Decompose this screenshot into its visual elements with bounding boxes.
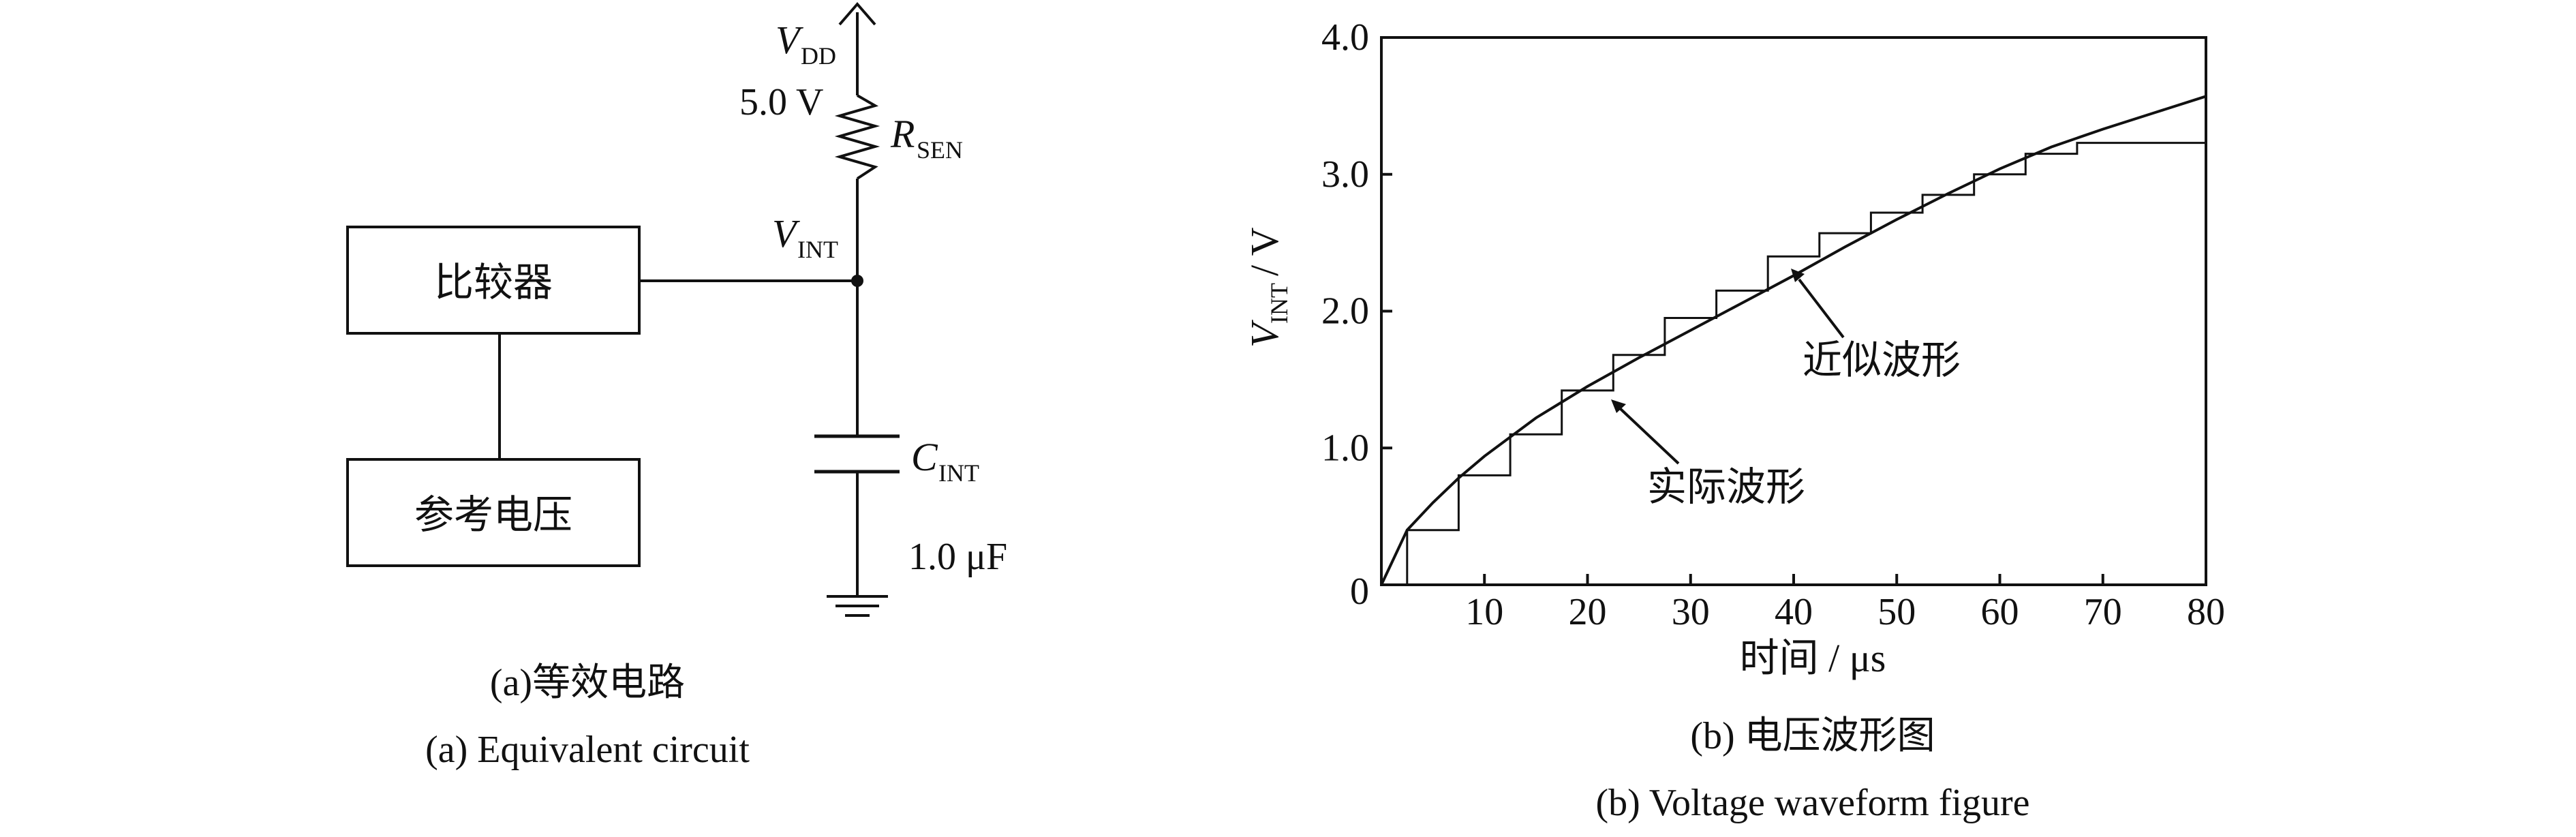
rsen-subscript: SEN: [917, 136, 963, 164]
y-tick-label: 4.0: [1321, 16, 1369, 59]
cint-label: C: [911, 435, 938, 479]
x-tick-label: 80: [2187, 591, 2225, 633]
equivalent-circuit: V DD 5.0 V R SEN V INT C INT 1.0 μF 比较器: [346, 1, 1007, 771]
x-tick-label: 60: [1981, 591, 2019, 633]
y-tick-label: 2.0: [1321, 290, 1369, 333]
vdd-arrow-icon: [838, 1, 876, 26]
waveform-caption-cn: (b) 电压波形图: [1690, 715, 1935, 757]
ground-icon: [827, 595, 888, 617]
circuit-caption-cn: (a)等效电路: [490, 662, 685, 704]
resistor-rsen-icon: [834, 94, 880, 180]
y-tick-label: 1.0: [1321, 427, 1369, 469]
y-tick-label: 3.0: [1321, 153, 1369, 196]
y-axis-label-main: V: [1242, 319, 1287, 348]
vint-label: V: [772, 211, 801, 256]
vdd-value: 5.0 V: [739, 81, 823, 123]
x-tick-label: 40: [1775, 591, 1813, 633]
x-axis-label: 时间 / μs: [1740, 636, 1886, 680]
reference-voltage-box: [346, 458, 641, 567]
voltage-waveform-chart: 10 20 30 40 50 60 70 80 0 1.0 2.0 3.0 4.0 V INT / V…: [1242, 16, 2225, 824]
x-tick-label: 30: [1672, 591, 1710, 633]
vdd-label: V: [776, 18, 804, 62]
vint-subscript: INT: [797, 236, 838, 263]
cint-subscript: INT: [938, 459, 979, 487]
y-tick-label: 0: [1350, 570, 1369, 613]
rsen-label: R: [890, 112, 915, 156]
annotation-approximate: 近似波形: [1803, 338, 1961, 382]
y-axis-label: V INT / V: [1242, 227, 1293, 348]
x-axis-ticks: 10 20 30 40 50 60 70 80: [1465, 574, 2225, 633]
y-axis-label-sub: INT: [1266, 283, 1293, 324]
vdd-subscript: DD: [801, 42, 836, 70]
waveform-caption-en: (b) Voltage waveform figure: [1595, 782, 2029, 824]
x-tick-label: 20: [1569, 591, 1607, 633]
annotation-actual: 实际波形: [1647, 465, 1805, 509]
annotation-approximate-arrow-icon: [1791, 269, 1805, 282]
y-axis-label-unit: / V: [1242, 227, 1287, 276]
actual-waveform-curve: [1380, 95, 2207, 585]
x-tick-label: 10: [1465, 591, 1503, 633]
annotation-approximate-leader: [1798, 278, 1845, 339]
cint-value: 1.0 μF: [908, 536, 1007, 578]
approximate-waveform-steps: [1406, 140, 2207, 585]
annotation-actual-arrow-icon: [1611, 399, 1626, 413]
y-axis-ticks: 0 1.0 2.0 3.0 4.0: [1321, 16, 1392, 613]
x-tick-label: 70: [2084, 591, 2122, 633]
x-tick-label: 50: [1877, 591, 1916, 633]
circuit-caption-en: (a) Equivalent circuit: [425, 729, 750, 771]
reference-voltage-label: 参考电压: [414, 493, 572, 537]
comparator-label: 比较器: [434, 260, 553, 305]
annotation-actual-leader: [1619, 408, 1680, 465]
